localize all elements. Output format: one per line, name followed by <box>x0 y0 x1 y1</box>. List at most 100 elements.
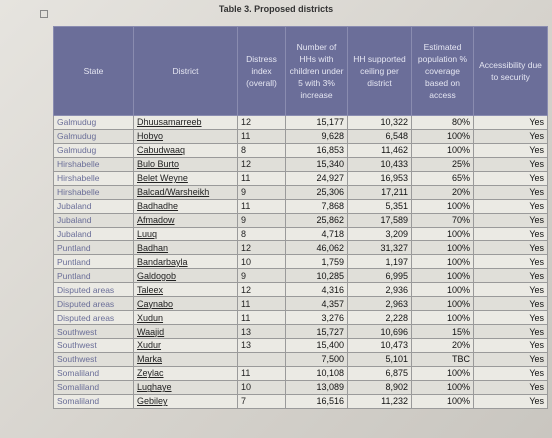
cell-district: Galdogob <box>133 268 238 284</box>
cell-accessibility: Yes <box>473 128 548 144</box>
cell-accessibility: Yes <box>473 212 548 228</box>
cell-hhs: 4,718 <box>285 226 348 242</box>
table-row: Jubaland Afmadow 9 25,862 17,589 70% Yes <box>53 212 548 228</box>
cell-district: Bulo Burto <box>133 156 238 172</box>
table-row: Southwest Xudur 13 15,400 10,473 20% Yes <box>53 338 548 353</box>
cell-district: Gebiley <box>133 393 238 409</box>
cell-state: Jubaland <box>53 212 134 228</box>
cell-distress-index: 13 <box>237 324 286 339</box>
cell-coverage: 65% <box>411 170 474 186</box>
cell-state: Galmudug <box>53 115 134 130</box>
cell-district: Badhadhe <box>133 198 238 214</box>
cell-accessibility: Yes <box>473 268 548 284</box>
cell-hhs: 7,868 <box>285 198 348 214</box>
cell-state: Disputed areas <box>53 282 134 298</box>
cell-accessibility: Yes <box>473 351 548 367</box>
cell-accessibility: Yes <box>473 115 548 130</box>
table-row: Southwest Waajid 13 15,727 10,696 15% Yes <box>53 324 548 339</box>
cell-hhs: 3,276 <box>285 310 348 326</box>
table-row: Galmudug Cabudwaaq 8 16,853 11,462 100% Yes <box>53 142 548 158</box>
header-coverage: Estimated population % coverage based on… <box>411 26 474 116</box>
header-hh-ceiling: HH supported ceiling per district <box>347 26 412 116</box>
cell-hhs: 7,500 <box>285 351 348 367</box>
cell-distress-index: 11 <box>237 170 286 186</box>
table-row: Disputed areas Xudun 11 3,276 2,228 100% Yes <box>53 310 548 326</box>
cell-ceiling: 8,902 <box>347 379 412 395</box>
cell-hhs: 4,316 <box>285 282 348 298</box>
cell-coverage: 100% <box>411 198 474 214</box>
cell-district: Xudun <box>133 310 238 326</box>
cell-distress-index: 12 <box>237 156 286 172</box>
cell-distress-index: 11 <box>237 310 286 326</box>
cell-accessibility: Yes <box>473 296 548 312</box>
cell-coverage: 80% <box>411 115 474 130</box>
cell-state: Somaliland <box>53 393 134 409</box>
cell-district: Belet Weyne <box>133 170 238 186</box>
cell-district: Waajid <box>133 324 238 339</box>
cell-district: Marka <box>133 351 238 367</box>
cell-state: Hirshabelle <box>53 170 134 186</box>
header-district: District <box>133 26 238 116</box>
cell-state: Disputed areas <box>53 310 134 326</box>
table-row: Galmudug Dhuusamarreeb 12 15,177 10,322 80% Ye… <box>53 115 548 130</box>
table-header-row: State District Distress index (overall) … <box>53 26 548 116</box>
cell-accessibility: Yes <box>473 198 548 214</box>
cell-district: Lughaye <box>133 379 238 395</box>
cell-state: Jubaland <box>53 198 134 214</box>
cell-accessibility: Yes <box>473 142 548 158</box>
table-row: Jubaland Badhadhe 11 7,868 5,351 100% Yes <box>53 198 548 214</box>
cell-distress-index: 11 <box>237 365 286 381</box>
cell-ceiling: 16,953 <box>347 170 412 186</box>
cell-accessibility: Yes <box>473 226 548 242</box>
table-row: Puntland Galdogob 9 10,285 6,995 100% Yes <box>53 268 548 284</box>
cell-ceiling: 1,197 <box>347 254 412 270</box>
cell-accessibility: Yes <box>473 365 548 381</box>
cell-accessibility: Yes <box>473 240 548 256</box>
cell-hhs: 25,862 <box>285 212 348 228</box>
cell-ceiling: 2,228 <box>347 310 412 326</box>
cell-distress-index: 13 <box>237 338 286 353</box>
cell-coverage: 100% <box>411 393 474 409</box>
cell-ceiling: 10,696 <box>347 324 412 339</box>
cell-ceiling: 10,322 <box>347 115 412 130</box>
districts-table: State District Distress index (overall) … <box>53 26 548 409</box>
cell-distress-index: 8 <box>237 226 286 242</box>
cell-hhs: 15,340 <box>285 156 348 172</box>
cell-state: Galmudug <box>53 128 134 144</box>
cell-district: Hobyo <box>133 128 238 144</box>
cell-state: Puntland <box>53 240 134 256</box>
cell-distress-index: 9 <box>237 212 286 228</box>
cell-coverage: 100% <box>411 379 474 395</box>
cell-coverage: 100% <box>411 296 474 312</box>
cell-accessibility: Yes <box>473 338 548 353</box>
cell-hhs: 1,759 <box>285 254 348 270</box>
cell-district: Cabudwaaq <box>133 142 238 158</box>
cell-distress-index <box>237 351 286 367</box>
cell-ceiling: 2,963 <box>347 296 412 312</box>
cell-hhs: 25,306 <box>285 184 348 200</box>
cell-accessibility: Yes <box>473 282 548 298</box>
cell-district: Bandarbayla <box>133 254 238 270</box>
cell-state: Galmudug <box>53 142 134 158</box>
cell-hhs: 16,516 <box>285 393 348 409</box>
table-row: Puntland Bandarbayla 10 1,759 1,197 100% Yes <box>53 254 548 270</box>
table-row: Southwest Marka 7,500 5,101 TBC Yes <box>53 351 548 367</box>
cell-state: Southwest <box>53 324 134 339</box>
header-number-of-hhs: Number of HHs with children under 5 with… <box>285 26 348 116</box>
table-move-handle-icon[interactable] <box>40 10 48 18</box>
table-row: Hirshabelle Belet Weyne 11 24,927 16,953 65% Y… <box>53 170 548 186</box>
cell-distress-index: 12 <box>237 282 286 298</box>
cell-ceiling: 10,433 <box>347 156 412 172</box>
table-caption: Table 3. Proposed districts <box>218 4 334 14</box>
cell-state: Southwest <box>53 338 134 353</box>
cell-hhs: 15,727 <box>285 324 348 339</box>
cell-coverage: 100% <box>411 282 474 298</box>
cell-distress-index: 8 <box>237 142 286 158</box>
cell-ceiling: 31,327 <box>347 240 412 256</box>
cell-distress-index: 10 <box>237 254 286 270</box>
cell-district: Caynabo <box>133 296 238 312</box>
header-distress-index: Distress index (overall) <box>237 26 286 116</box>
cell-coverage: 100% <box>411 128 474 144</box>
cell-hhs: 16,853 <box>285 142 348 158</box>
cell-ceiling: 6,548 <box>347 128 412 144</box>
